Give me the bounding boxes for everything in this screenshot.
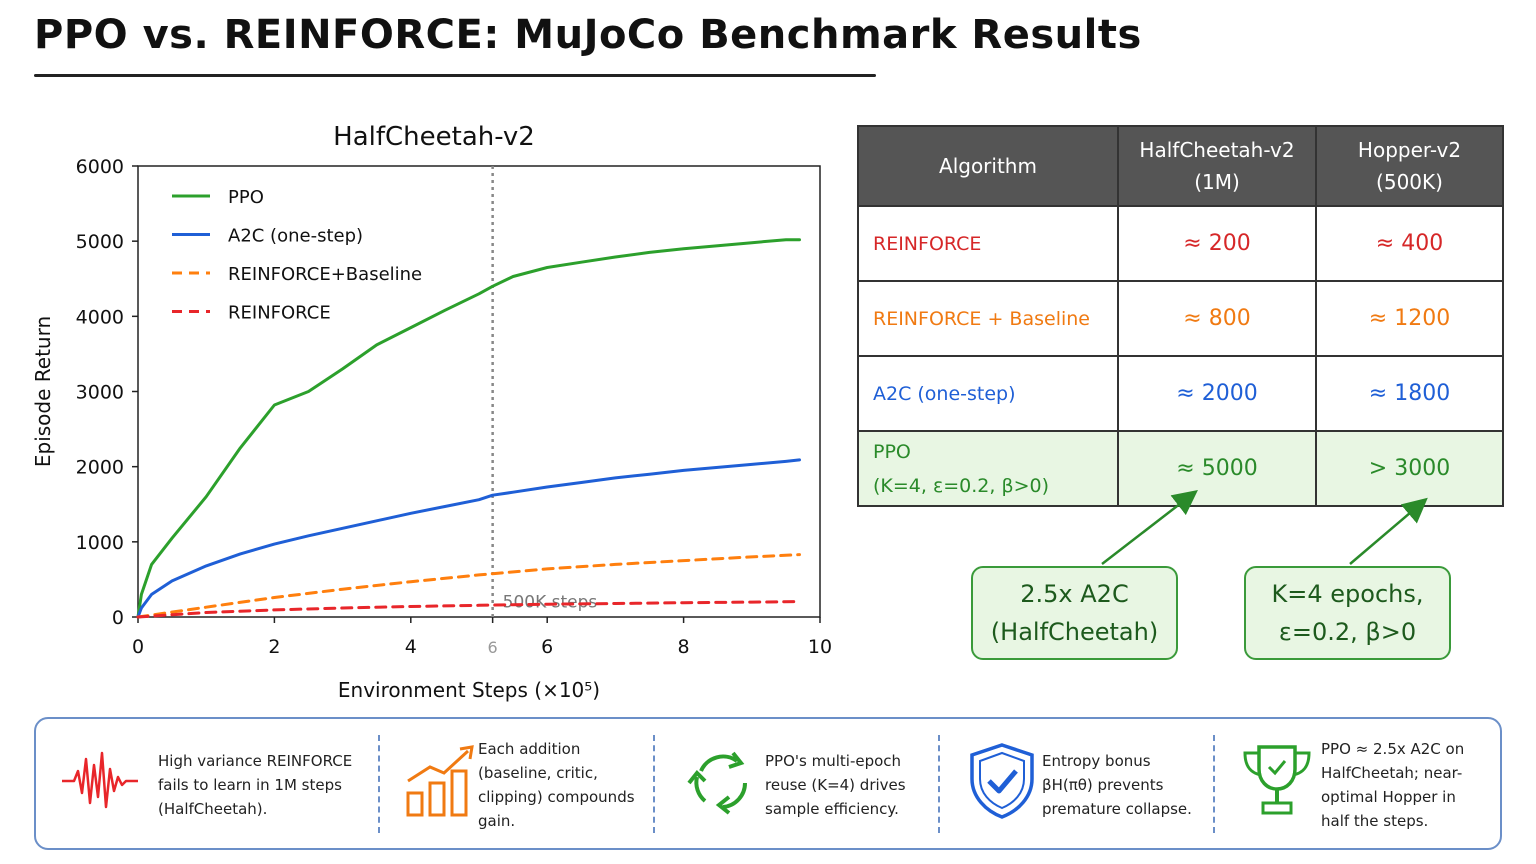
table-header-row: Algorithm HalfCheetah-v2 (1M) Hopper-v2 … bbox=[857, 125, 1504, 207]
y-tick-label: 2000 bbox=[76, 457, 124, 479]
y-tick-label: 5000 bbox=[76, 231, 124, 253]
bar-chart-trend-icon bbox=[406, 745, 474, 817]
x-tick-label: 6 bbox=[488, 638, 498, 657]
cell-halfcheetah: ≈ 800 bbox=[1117, 280, 1317, 357]
series-line-ppo bbox=[136, 238, 801, 619]
page-title: PPO vs. REINFORCE: MuJoCo Benchmark Resu… bbox=[34, 12, 1142, 58]
takeaway-ppo-summary: PPO ≈ 2.5x A2C on HalfCheetah; near- opt… bbox=[1217, 719, 1497, 848]
results-table: Algorithm HalfCheetah-v2 (1M) Hopper-v2 … bbox=[857, 125, 1504, 507]
takeaway-text: PPO's multi-epoch reuse (K=4) drives sam… bbox=[765, 752, 906, 818]
table-row-reinforce: REINFORCE ≈ 200 ≈ 400 bbox=[857, 205, 1504, 282]
takeaway-text: PPO ≈ 2.5x A2C on HalfCheetah; near- opt… bbox=[1321, 740, 1465, 830]
y-tick-label: 1000 bbox=[76, 532, 124, 554]
separator bbox=[1213, 735, 1215, 833]
chart-title: HalfCheetah-v2 bbox=[333, 122, 535, 152]
series-line-a2c-one-step- bbox=[136, 458, 801, 619]
cell-hopper: ≈ 1800 bbox=[1315, 355, 1504, 432]
callout-a2c-ratio: 2.5x A2C (HalfCheetah) bbox=[971, 566, 1178, 660]
legend-label: A2C (one-step) bbox=[228, 226, 363, 247]
header-algorithm: Algorithm bbox=[857, 125, 1119, 207]
cell-halfcheetah: ≈ 2000 bbox=[1117, 355, 1317, 432]
callout-line: 2.5x A2C bbox=[1020, 580, 1129, 608]
x-tick-label: 4 bbox=[405, 636, 417, 658]
takeaway-compounding: Each addition (baseline, critic, clippin… bbox=[382, 719, 652, 848]
cell-algorithm-name: PPO bbox=[873, 440, 911, 463]
x-tick-label: 8 bbox=[678, 636, 690, 658]
x-tick-label: 6 bbox=[541, 636, 553, 658]
shield-check-icon bbox=[970, 743, 1034, 819]
trophy-icon bbox=[1243, 745, 1311, 815]
takeaway-text: High variance REINFORCE fails to learn i… bbox=[158, 752, 353, 818]
cell-hopper: ≈ 400 bbox=[1315, 205, 1504, 282]
y-axis-label: Episode Return bbox=[31, 316, 55, 467]
takeaway-panel: High variance REINFORCE fails to learn i… bbox=[34, 717, 1502, 850]
callout-line: (HalfCheetah) bbox=[990, 618, 1159, 646]
takeaway-sample-efficiency: PPO's multi-epoch reuse (K=4) drives sam… bbox=[657, 719, 937, 848]
cell-algorithm: REINFORCE + Baseline bbox=[857, 280, 1119, 357]
table-row-reinforce-baseline: REINFORCE + Baseline ≈ 800 ≈ 1200 bbox=[857, 280, 1504, 357]
takeaway-text: Each addition (baseline, critic, clippin… bbox=[478, 740, 635, 830]
cell-hopper: > 3000 bbox=[1315, 430, 1504, 507]
cell-algorithm-detail: (K=4, ε=0.2, β>0) bbox=[873, 474, 1049, 497]
series-line-reinforce-baseline bbox=[136, 553, 801, 619]
cell-halfcheetah: ≈ 200 bbox=[1117, 205, 1317, 282]
x-tick-label: 10 bbox=[808, 636, 832, 658]
cell-algorithm: REINFORCE bbox=[857, 205, 1119, 282]
cell-hopper: ≈ 1200 bbox=[1315, 280, 1504, 357]
header-halfcheetah: HalfCheetah-v2 (1M) bbox=[1117, 125, 1317, 207]
separator bbox=[653, 735, 655, 833]
callout-arrow-2 bbox=[1349, 497, 1428, 565]
legend-label: REINFORCE+Baseline bbox=[228, 264, 422, 285]
callout-line: K=4 epochs, bbox=[1271, 580, 1424, 608]
x-axis-label: Environment Steps (×10⁵) bbox=[338, 678, 600, 702]
y-tick-label: 6000 bbox=[76, 156, 124, 178]
legend-label: PPO bbox=[228, 187, 264, 208]
recycle-arrows-icon bbox=[687, 751, 748, 815]
series-line-reinforce bbox=[136, 600, 801, 619]
table-row-ppo: PPO (K=4, ε=0.2, β>0) ≈ 5000 > 3000 bbox=[857, 430, 1504, 507]
separator bbox=[378, 735, 380, 833]
y-tick-label: 4000 bbox=[76, 306, 124, 328]
y-tick-label: 0 bbox=[112, 607, 124, 629]
cell-algorithm: A2C (one-step) bbox=[857, 355, 1119, 432]
title-underline bbox=[34, 74, 876, 77]
callout-ppo-settings: K=4 epochs, ε=0.2, β>0 bbox=[1244, 566, 1451, 660]
takeaway-text: Entropy bonus βH(πθ) prevents premature … bbox=[1042, 752, 1192, 818]
y-tick-label: 3000 bbox=[76, 382, 124, 404]
separator bbox=[938, 735, 940, 833]
header-hopper: Hopper-v2 (500K) bbox=[1315, 125, 1504, 207]
x-tick-label: 0 bbox=[132, 636, 144, 658]
table-row-a2c: A2C (one-step) ≈ 2000 ≈ 1800 bbox=[857, 355, 1504, 432]
takeaway-entropy: Entropy bonus βH(πθ) prevents premature … bbox=[942, 719, 1212, 848]
line-chart: HalfCheetah-v2 0 1000 2000 3000 4000 5000 6000 0… bbox=[31, 122, 832, 702]
cell-halfcheetah: ≈ 5000 bbox=[1117, 430, 1317, 507]
waveform-icon bbox=[62, 751, 138, 809]
x-tick-label: 2 bbox=[268, 636, 280, 658]
legend-label: REINFORCE bbox=[228, 303, 331, 324]
cell-algorithm: PPO (K=4, ε=0.2, β>0) bbox=[857, 430, 1119, 507]
takeaway-variance: High variance REINFORCE fails to learn i… bbox=[36, 719, 376, 848]
callout-line: ε=0.2, β>0 bbox=[1278, 618, 1417, 646]
